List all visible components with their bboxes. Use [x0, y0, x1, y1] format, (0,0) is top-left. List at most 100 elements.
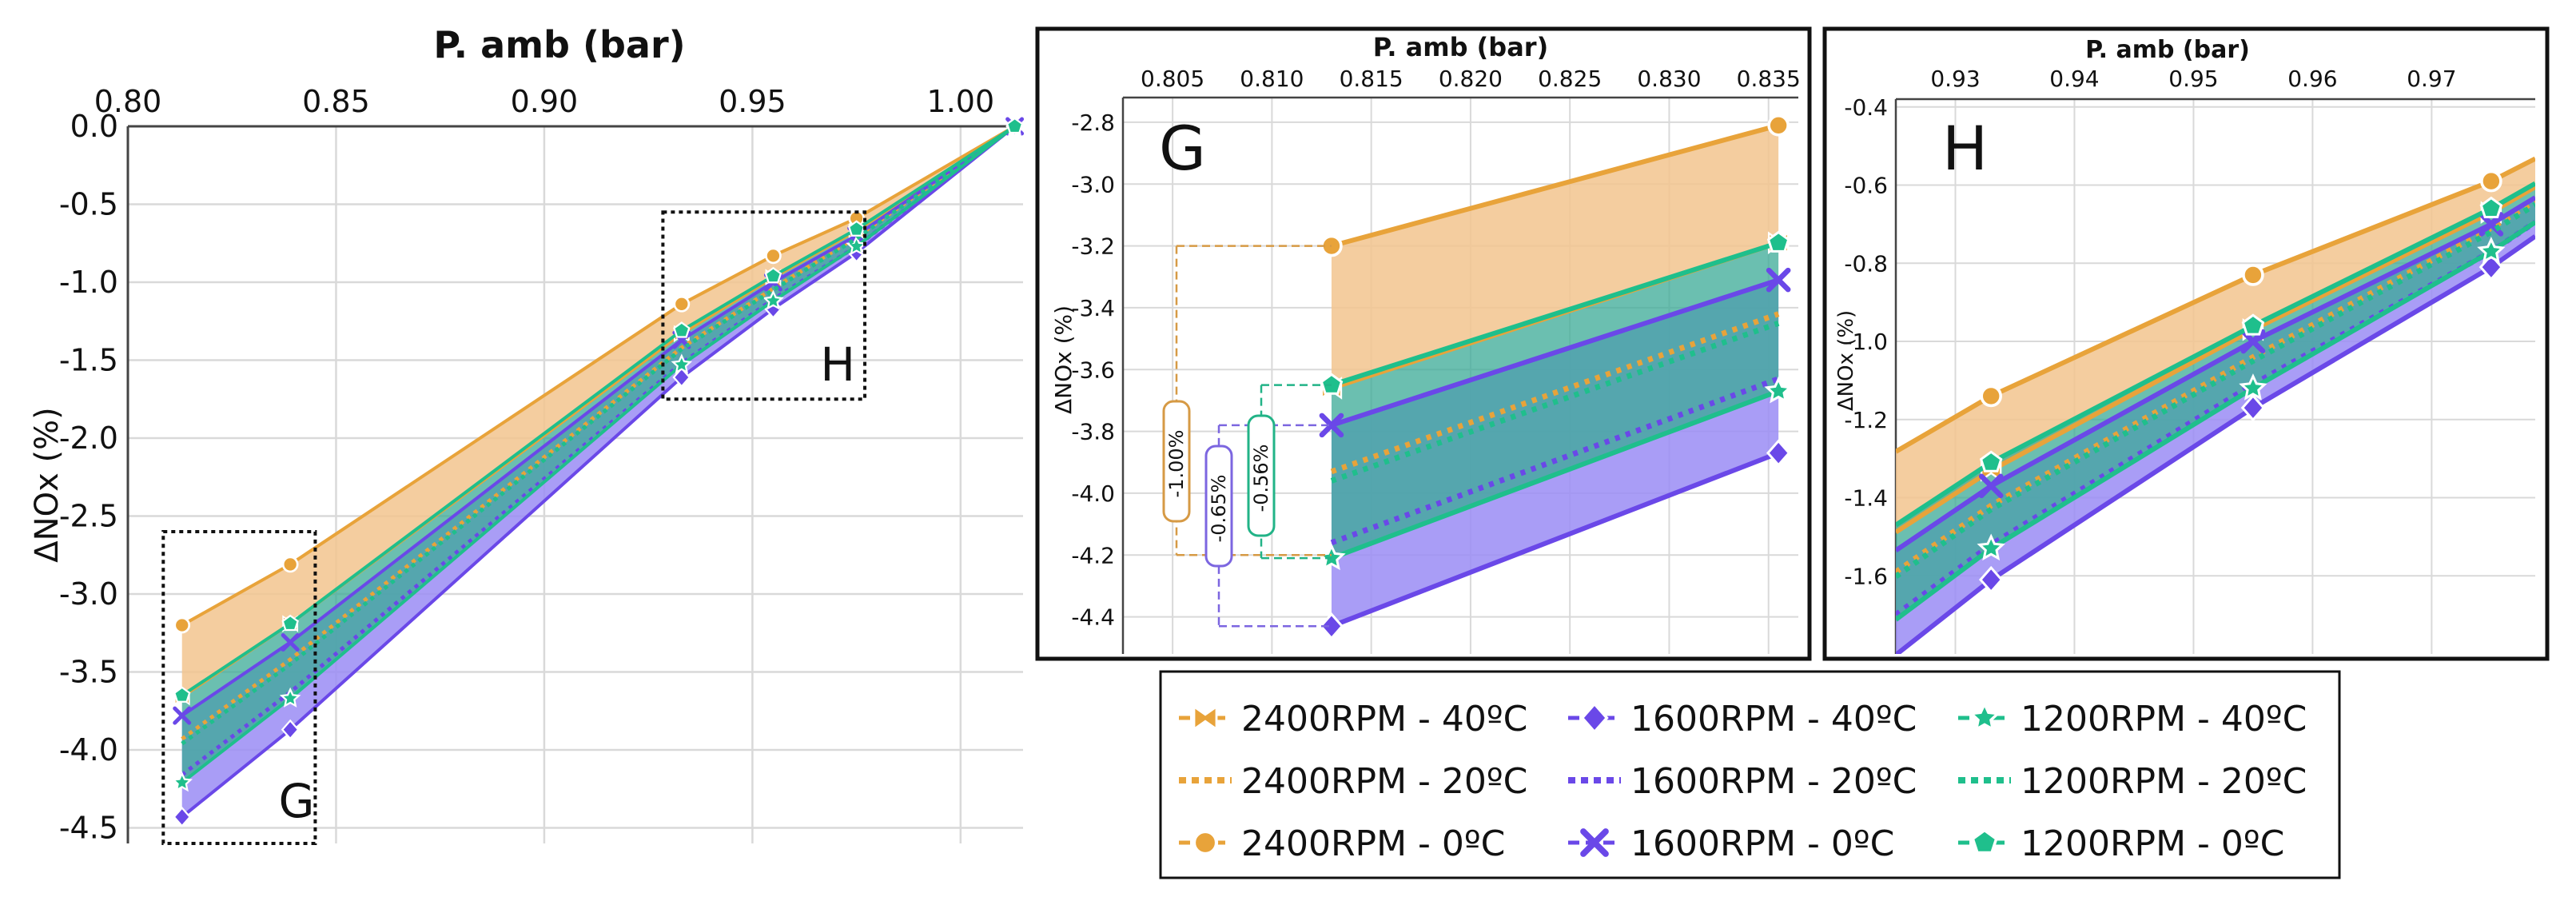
g-band-2400: [1331, 125, 1779, 389]
legend-label: 1600RPM - 0ºC: [1630, 823, 1894, 864]
g-y-tick-label: -3.6: [1071, 357, 1115, 383]
h-series-line: [1896, 201, 2535, 580]
main-y-tick-label: -1.0: [59, 265, 118, 300]
g-y-tick-label: -3.2: [1071, 233, 1115, 260]
main-y-tick-label: -0.5: [59, 187, 118, 222]
g-y-tick-label: -3.0: [1071, 171, 1115, 197]
g-x-tick-label: 0.805: [1141, 66, 1204, 92]
g-y-tick-label: -3.8: [1071, 419, 1115, 445]
h-y-tick-label: -0.6: [1844, 173, 1888, 199]
g-series-marker: [1319, 612, 1344, 640]
g-series-line: [1330, 376, 1780, 546]
legend-label: 2400RPM - 40ºC: [1241, 699, 1527, 740]
g-series-marker: [1766, 267, 1791, 293]
main-x-tick-label: 0.90: [511, 84, 579, 119]
main-series-marker: [765, 247, 782, 265]
h-band-1200: [1896, 183, 2535, 620]
main-series-line: [181, 125, 1016, 784]
h-series-marker: [2239, 373, 2267, 401]
g-y-tick-label: -4.2: [1071, 542, 1115, 568]
main-x-axis-title: P. amb (bar): [433, 23, 685, 66]
main-x-tick-label: 0.85: [302, 84, 370, 119]
h-panel-letter: H: [1942, 113, 1988, 184]
h-series-marker: [2240, 393, 2266, 422]
g-series-marker: [1767, 114, 1790, 137]
zoom-label-g: G: [279, 774, 315, 828]
h-y-tick-label: -0.4: [1844, 94, 1888, 121]
main-series-line: [181, 125, 1016, 717]
main-series-marker: [279, 687, 301, 708]
legend-marker: [1192, 829, 1219, 856]
main-y-tick-label: -3.5: [59, 655, 118, 690]
h-x-tick-label: 0.97: [2407, 66, 2456, 92]
h-plot-area: [1896, 156, 2535, 654]
g-series-line: [1330, 389, 1780, 560]
g-x-tick-label: 0.825: [1538, 66, 1602, 92]
main-series-marker: [671, 353, 693, 374]
main-series-marker: [173, 806, 192, 827]
main-series-marker: [281, 719, 300, 740]
h-x-tick-label: 0.94: [2049, 66, 2099, 92]
g-x-tick-label: 0.835: [1737, 66, 1801, 92]
main-series-marker: [173, 706, 192, 725]
g-range-1200-label-box: [1247, 414, 1276, 537]
legend-marker: [1580, 828, 1609, 857]
h-series-marker: [2242, 264, 2264, 286]
legend-marker: [1968, 700, 2001, 732]
main-series-marker: [847, 220, 866, 237]
legend-label: 1200RPM - 20ºC: [2021, 761, 2307, 802]
h-series-marker: [1980, 385, 2002, 408]
h-y-tick-label: -0.8: [1844, 250, 1888, 277]
g-x-axis-title: P. amb (bar): [1373, 32, 1548, 62]
main-series-marker: [171, 771, 193, 792]
g-series-marker: [1764, 376, 1793, 404]
legend-label: 2400RPM - 20ºC: [1241, 761, 1527, 802]
h-x-tick-label: 0.96: [2287, 66, 2337, 92]
g-series-marker: [1319, 413, 1344, 438]
panel-g-chart: 0.805 0.810 0.815 0.820 0.825 0.830 0.835 -2.8 -…: [1050, 32, 1801, 654]
h-series-marker: [1978, 473, 2004, 499]
g-series-line: [1331, 122, 1779, 249]
h-y-tick-label: -1.2: [1844, 407, 1888, 433]
main-y-tick-label: 0.0: [70, 109, 118, 144]
main-y-tick-label: -2.5: [59, 499, 118, 534]
main-series-marker: [281, 614, 299, 632]
h-y-tick-label: -1.6: [1844, 563, 1888, 589]
h-x-axis-title: P. amb (bar): [2085, 36, 2250, 64]
h-series-marker: [2480, 169, 2502, 193]
main-y-tick-label: -4.5: [59, 811, 118, 846]
main-y-axis-title: ΔNOx (%): [29, 407, 66, 562]
g-x-tick-label: 0.815: [1340, 66, 1403, 92]
h-series-marker: [2241, 313, 2265, 336]
main-series-line: [181, 125, 1016, 627]
zoom-label-h: H: [820, 337, 855, 392]
h-y-tick-label: -1.0: [1844, 329, 1888, 355]
main-series-marker: [1005, 117, 1024, 134]
main-series-marker: [672, 366, 691, 388]
main-series-marker: [281, 632, 300, 652]
g-series-line: [1330, 311, 1780, 475]
main-y-tick-label: -1.5: [59, 343, 118, 378]
h-series-line: [1896, 198, 2535, 575]
h-series-marker: [1978, 565, 2004, 594]
legend-label: 1600RPM - 20ºC: [1630, 761, 1917, 802]
g-series-marker: [1766, 230, 1790, 253]
h-series-marker: [1977, 533, 2005, 561]
g-y-tick-label: -4.0: [1071, 480, 1115, 507]
main-x-tick-label: 0.80: [94, 84, 162, 119]
main-series-marker: [673, 295, 691, 313]
main-y-tick-label: -4.0: [59, 732, 118, 767]
g-y-tick-label: -3.4: [1071, 295, 1115, 321]
g-x-tick-label: 0.810: [1240, 66, 1304, 92]
h-y-axis-title: ΔNOx (%): [1834, 310, 1858, 411]
main-series-marker: [173, 686, 191, 703]
legend-marker: [1580, 701, 1609, 735]
g-series-line: [1331, 240, 1780, 388]
g-panel-letter: G: [1159, 113, 1206, 184]
main-series-marker: [764, 266, 782, 284]
g-series-line: [1331, 277, 1780, 428]
legend-label: 1200RPM - 0ºC: [2021, 823, 2284, 864]
legend: 2400RPM - 40ºC 1600RPM - 40ºC 1200RPM - 40…: [1159, 670, 2341, 879]
legend-label: 1200RPM - 40ºC: [2021, 699, 2307, 740]
g-range-1200-label: -0.56%: [1250, 445, 1272, 512]
